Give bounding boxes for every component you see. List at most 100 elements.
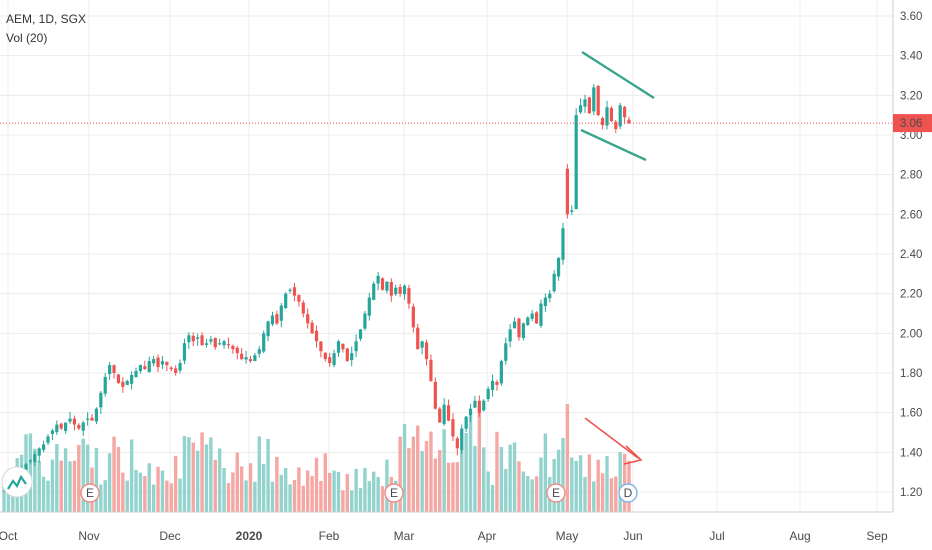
candle-body [482,400,486,411]
candle-body [253,355,257,362]
earnings-marker [80,483,100,503]
candle-body [121,381,125,387]
candle-body [244,357,248,360]
volume-bar [495,431,499,512]
volume-trend-arrowhead [623,445,643,465]
candle-body [174,368,178,373]
volume-legend[interactable]: Vol (20) [6,31,48,45]
candle-body [336,341,341,353]
candle-body [156,357,160,368]
price-axis[interactable]: 1.20 1.40 1.60 1.80 2.00 2.20 2.40 2.60 2.80 3.00… [892,0,932,512]
volume-bar [416,425,420,512]
volume-bar [2,478,6,512]
volume-bar [565,404,570,512]
volume-bar [55,444,59,512]
volume-bar [222,467,226,512]
candle-body [565,168,569,215]
candle-body [134,371,138,378]
candle-body [605,107,609,126]
volume-bar [376,477,380,512]
candle-body [182,343,187,361]
candle-body [90,417,94,421]
candle-body [218,343,222,345]
candle-body [143,366,147,370]
volume-bar [323,453,328,512]
volume-bar [191,442,195,512]
candle-body [609,108,613,122]
volume-bar [275,456,279,512]
candle-body [420,341,424,348]
candle-body [380,278,385,290]
candle-body [490,380,495,390]
volume-bar [72,460,77,512]
volume-bar [578,455,583,512]
volume-bar [600,473,605,512]
candle-body [28,460,33,462]
candle-body [50,430,55,434]
volume-bar [521,471,526,512]
volume-bar [385,459,389,512]
volume-bar [173,455,178,512]
candle-body [178,363,182,371]
volume-bar [169,483,173,512]
candle-body [222,341,226,346]
candle-body [297,295,301,302]
volume-bar [226,483,231,512]
time-tick-label: Sep [866,529,888,543]
volume-bar [116,446,121,512]
candle-body [622,106,627,118]
candle-body [402,285,407,295]
volume-bar [596,459,600,512]
volume-bar [257,436,261,512]
volume-bar [614,476,618,512]
candle-body [213,337,217,348]
volume-bar [107,453,112,512]
candle-body [508,329,512,342]
time-tick-label: Mar [394,529,415,543]
volume-bar [543,433,548,512]
volume-bar [622,453,627,512]
volume-bar [217,448,222,512]
candle-body [231,345,235,350]
candle-body [460,428,464,450]
volume-bar [561,437,565,512]
price-tick-label: 2.60 [900,209,922,221]
candle-body [578,105,583,113]
candle-body [314,330,319,342]
price-tick-label: 2.20 [900,289,922,301]
volume-bar [460,449,464,512]
symbol-legend[interactable]: AEM, 1D, SGX [6,12,87,26]
volume-bar [420,451,424,512]
volume-bar [517,461,521,512]
volume-bar [283,468,288,512]
volume-bar [37,460,41,512]
candle-body [279,305,283,321]
volume-bar [433,458,438,512]
dividend-marker [618,483,638,503]
volume-bar [310,476,314,512]
volume-bar [486,471,490,512]
time-tick-label: Feb [319,529,340,543]
volume-bar [231,472,235,512]
volume-bar [270,481,275,512]
volume-bar [618,451,622,512]
candle-body [270,315,275,325]
candle-body [614,121,618,130]
candle-body [59,423,63,429]
candle-body [160,361,165,365]
candle-body [332,353,336,366]
candle-body [46,436,50,443]
volume-bar [499,446,504,512]
price-tick-label: 3.40 [900,51,922,63]
last-price-badge [893,114,932,133]
candle-body [385,281,389,291]
volume-bar [314,457,319,512]
logo-icon [7,474,27,490]
candle-body [306,314,310,324]
candle-body [24,464,28,471]
volume-bar [398,436,402,512]
time-axis[interactable]: Oct Nov Dec 2020 Feb Mar Apr May Jun Jul Aug Sep [0,511,893,543]
volume-bar [332,470,336,512]
candle-body [33,454,37,463]
